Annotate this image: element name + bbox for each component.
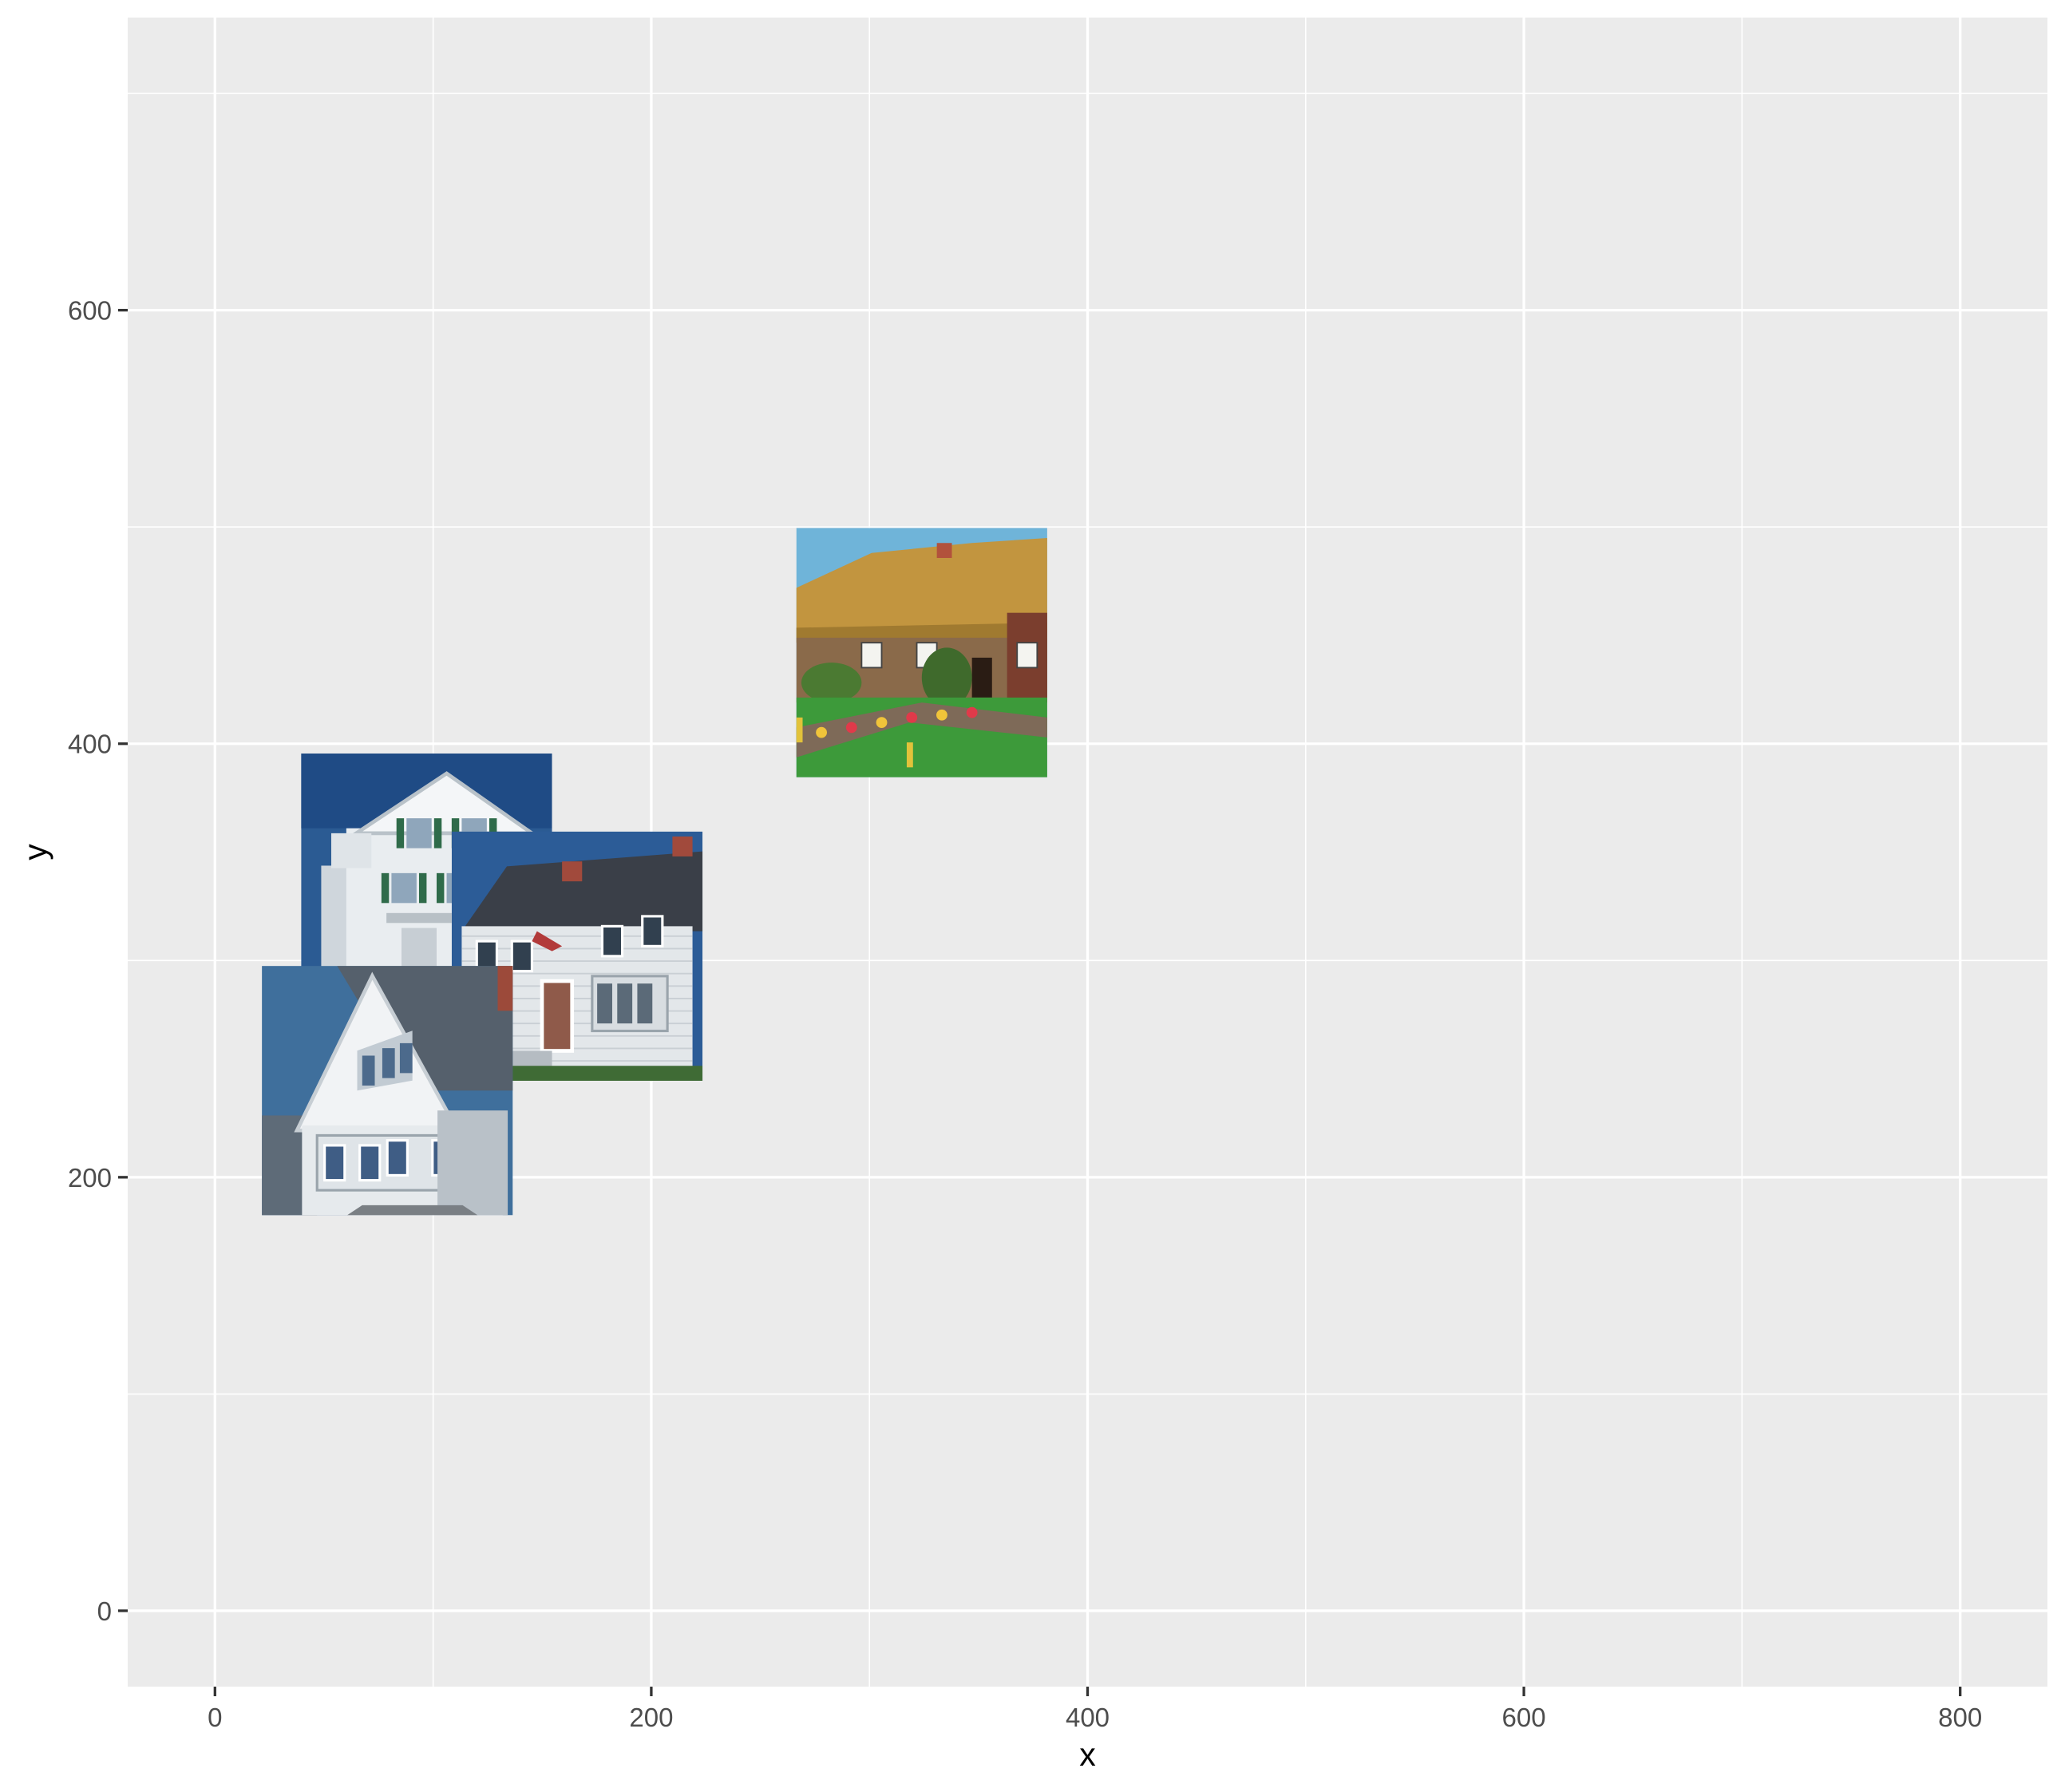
x-tick-label: 600 — [1502, 1703, 1546, 1732]
image-point-thatched-roof-cottage-garden — [796, 528, 1047, 777]
y-tick-label: 0 — [97, 1596, 112, 1626]
y-tick-label: 400 — [68, 730, 112, 759]
x-tick-label: 0 — [208, 1703, 222, 1732]
y-axis: 0 200 400 600 — [68, 296, 128, 1626]
y-axis-title: y — [17, 844, 53, 860]
x-tick-label: 800 — [1938, 1703, 1982, 1732]
x-tick-label: 400 — [1066, 1703, 1110, 1732]
x-tick-label: 200 — [629, 1703, 673, 1732]
image-points — [262, 528, 1047, 1216]
x-axis-title: x — [1079, 1736, 1096, 1773]
y-tick-label: 600 — [68, 296, 112, 326]
y-tick-label: 200 — [68, 1163, 112, 1193]
image-point-white-gabled-house-blue-sky — [262, 966, 513, 1216]
x-axis: 0 200 400 600 800 — [208, 1687, 1982, 1732]
